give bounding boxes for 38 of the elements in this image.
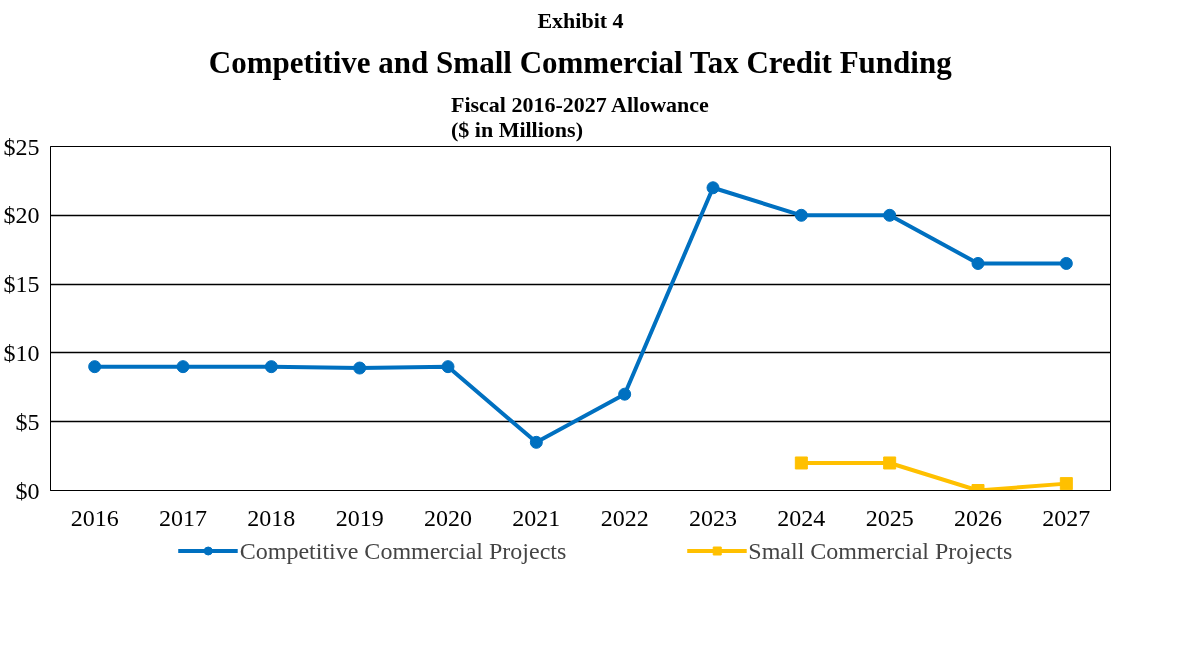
point xyxy=(971,256,985,270)
point xyxy=(441,360,455,374)
y-tick-label: $20 xyxy=(3,202,40,229)
point xyxy=(618,387,632,401)
point xyxy=(883,456,897,470)
y-tick-label: $10 xyxy=(3,339,40,366)
chart-title: Competitive and Small Commercial Tax Credit Funding xyxy=(208,44,953,80)
x-tick-label: 2022 xyxy=(600,504,649,531)
x-tick-label: 2020 xyxy=(424,504,472,531)
y-tick-label: $5 xyxy=(15,408,40,435)
y-tick-label: $15 xyxy=(3,271,40,298)
x-tick-label: 2016 xyxy=(70,504,119,531)
point xyxy=(883,208,897,222)
x-tick-label: 2023 xyxy=(689,504,737,531)
legend-label: Competitive Commercial Projects xyxy=(239,537,567,564)
point xyxy=(88,360,102,374)
y-tick-label: $25 xyxy=(3,133,40,160)
point xyxy=(264,360,278,374)
legend-label: Small Commercial Projects xyxy=(748,537,1013,564)
x-tick-label: 2017 xyxy=(159,504,207,531)
x-tick-label: 2021 xyxy=(512,504,561,531)
y-tick-label: $0 xyxy=(15,477,40,504)
point xyxy=(706,181,720,195)
text: Exhibit 4 xyxy=(537,7,624,33)
chart-subtitle: Fiscal 2016-2027 Allowance ($ in Millions) xyxy=(450,91,710,142)
point xyxy=(794,208,808,222)
point xyxy=(1059,477,1073,491)
point xyxy=(353,361,367,375)
x-tick-label: 2018 xyxy=(247,504,296,531)
point xyxy=(794,456,808,470)
x-tick-label: 2024 xyxy=(777,504,826,531)
x-tick-label: 2026 xyxy=(954,504,1002,531)
x-tick-label: 2019 xyxy=(335,504,384,531)
x-tick-label: 2025 xyxy=(865,504,914,531)
point xyxy=(529,435,543,449)
x-tick-label: 2027 xyxy=(1042,504,1091,531)
point xyxy=(176,360,190,374)
point xyxy=(1059,256,1073,270)
